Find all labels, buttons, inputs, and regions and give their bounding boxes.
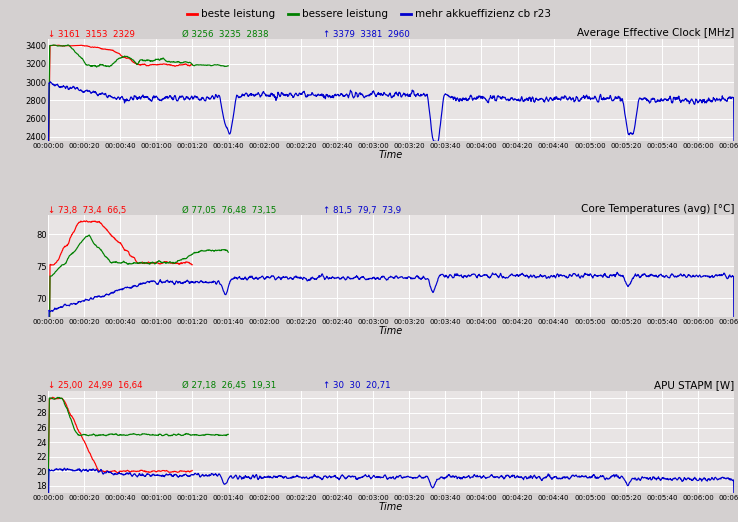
Text: ↑ 30  30  20,71: ↑ 30 30 20,71 — [323, 382, 390, 390]
X-axis label: Time: Time — [379, 502, 403, 512]
Text: Core Temperatures (avg) [°C]: Core Temperatures (avg) [°C] — [581, 204, 734, 215]
Text: Ø 27,18  26,45  19,31: Ø 27,18 26,45 19,31 — [182, 382, 276, 390]
Text: Ø 3256  3235  2838: Ø 3256 3235 2838 — [182, 30, 269, 39]
X-axis label: Time: Time — [379, 326, 403, 336]
Text: ↑ 3379  3381  2960: ↑ 3379 3381 2960 — [323, 30, 410, 39]
Text: ↓ 3161  3153  2329: ↓ 3161 3153 2329 — [48, 30, 135, 39]
Text: Average Effective Clock [MHz]: Average Effective Clock [MHz] — [577, 28, 734, 39]
Text: ↓ 73,8  73,4  66,5: ↓ 73,8 73,4 66,5 — [48, 206, 126, 215]
Text: APU STAPM [W]: APU STAPM [W] — [654, 380, 734, 390]
Text: ↑ 81,5  79,7  73,9: ↑ 81,5 79,7 73,9 — [323, 206, 401, 215]
Text: ↓ 25,00  24,99  16,64: ↓ 25,00 24,99 16,64 — [48, 382, 142, 390]
Legend: beste leistung, bessere leistung, mehr akkueffizienz cb r23: beste leistung, bessere leistung, mehr a… — [182, 5, 556, 23]
Text: Ø 77,05  76,48  73,15: Ø 77,05 76,48 73,15 — [182, 206, 276, 215]
X-axis label: Time: Time — [379, 150, 403, 160]
